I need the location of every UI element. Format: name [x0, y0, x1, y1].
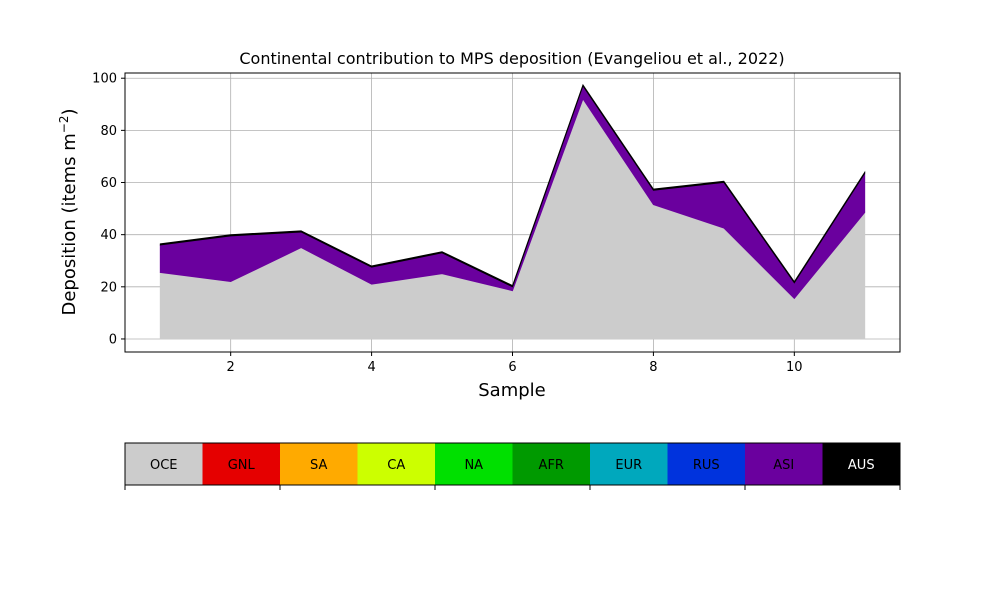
colorbar-label: GNL: [228, 458, 256, 473]
colorbar-label: AFR: [539, 458, 564, 473]
x-axis-label: Sample: [478, 380, 546, 401]
y-axis-label: Deposition (items m−2): [57, 108, 80, 315]
colorbar-swatch-sa: [280, 443, 358, 485]
colorbar-swatch-gnl: [202, 443, 280, 485]
chart-title: Continental contribution to MPS depositi…: [239, 49, 784, 68]
colorbar-label: EUR: [615, 458, 642, 473]
x-tick-label: 6: [508, 360, 516, 375]
colorbar-swatch-oce: [125, 443, 203, 485]
y-tick-label: 60: [100, 176, 117, 191]
colorbar-swatch-asi: [745, 443, 823, 485]
y-axis-label-main: Deposition (items m: [59, 133, 80, 315]
y-tick-label: 100: [92, 72, 117, 87]
y-tick-label: 80: [100, 124, 117, 139]
colorbar-frame: [124, 442, 901, 486]
y-tick-label: 20: [100, 280, 117, 295]
colorbar-label: CA: [387, 458, 405, 473]
y-tick-label: 40: [100, 228, 117, 243]
colorbar-swatch-na: [435, 443, 513, 485]
area-aus: [159, 83, 866, 288]
colorbar-swatch-eur: [590, 443, 668, 485]
y-tick-label: 0: [109, 332, 117, 347]
y-axis-label-sup: −2: [57, 116, 71, 134]
colorbar-label: SA: [310, 458, 327, 473]
x-tick-label: 8: [649, 360, 657, 375]
colorbar-label: OCE: [150, 458, 178, 473]
x-tick-label: 4: [367, 360, 375, 375]
colorbar-swatch-rus: [667, 443, 745, 485]
colorbar-label: ASI: [773, 458, 794, 473]
colorbar-swatch-aus: [822, 443, 900, 485]
colorbar-swatch-afr: [512, 443, 590, 485]
colorbar-label: RUS: [693, 458, 720, 473]
colorbar-label: AUS: [848, 458, 875, 473]
colorbar: OCE GNL SA CA NA AFR EUR RUS ASI AUS: [124, 442, 901, 490]
x-tick-label: 10: [786, 360, 803, 375]
colorbar-label: NA: [464, 458, 483, 473]
x-tick-label: 2: [227, 360, 235, 375]
stacked-areas: [159, 83, 866, 340]
colorbar-swatch-ca: [357, 443, 435, 485]
y-axis-label-close: ): [59, 108, 80, 115]
